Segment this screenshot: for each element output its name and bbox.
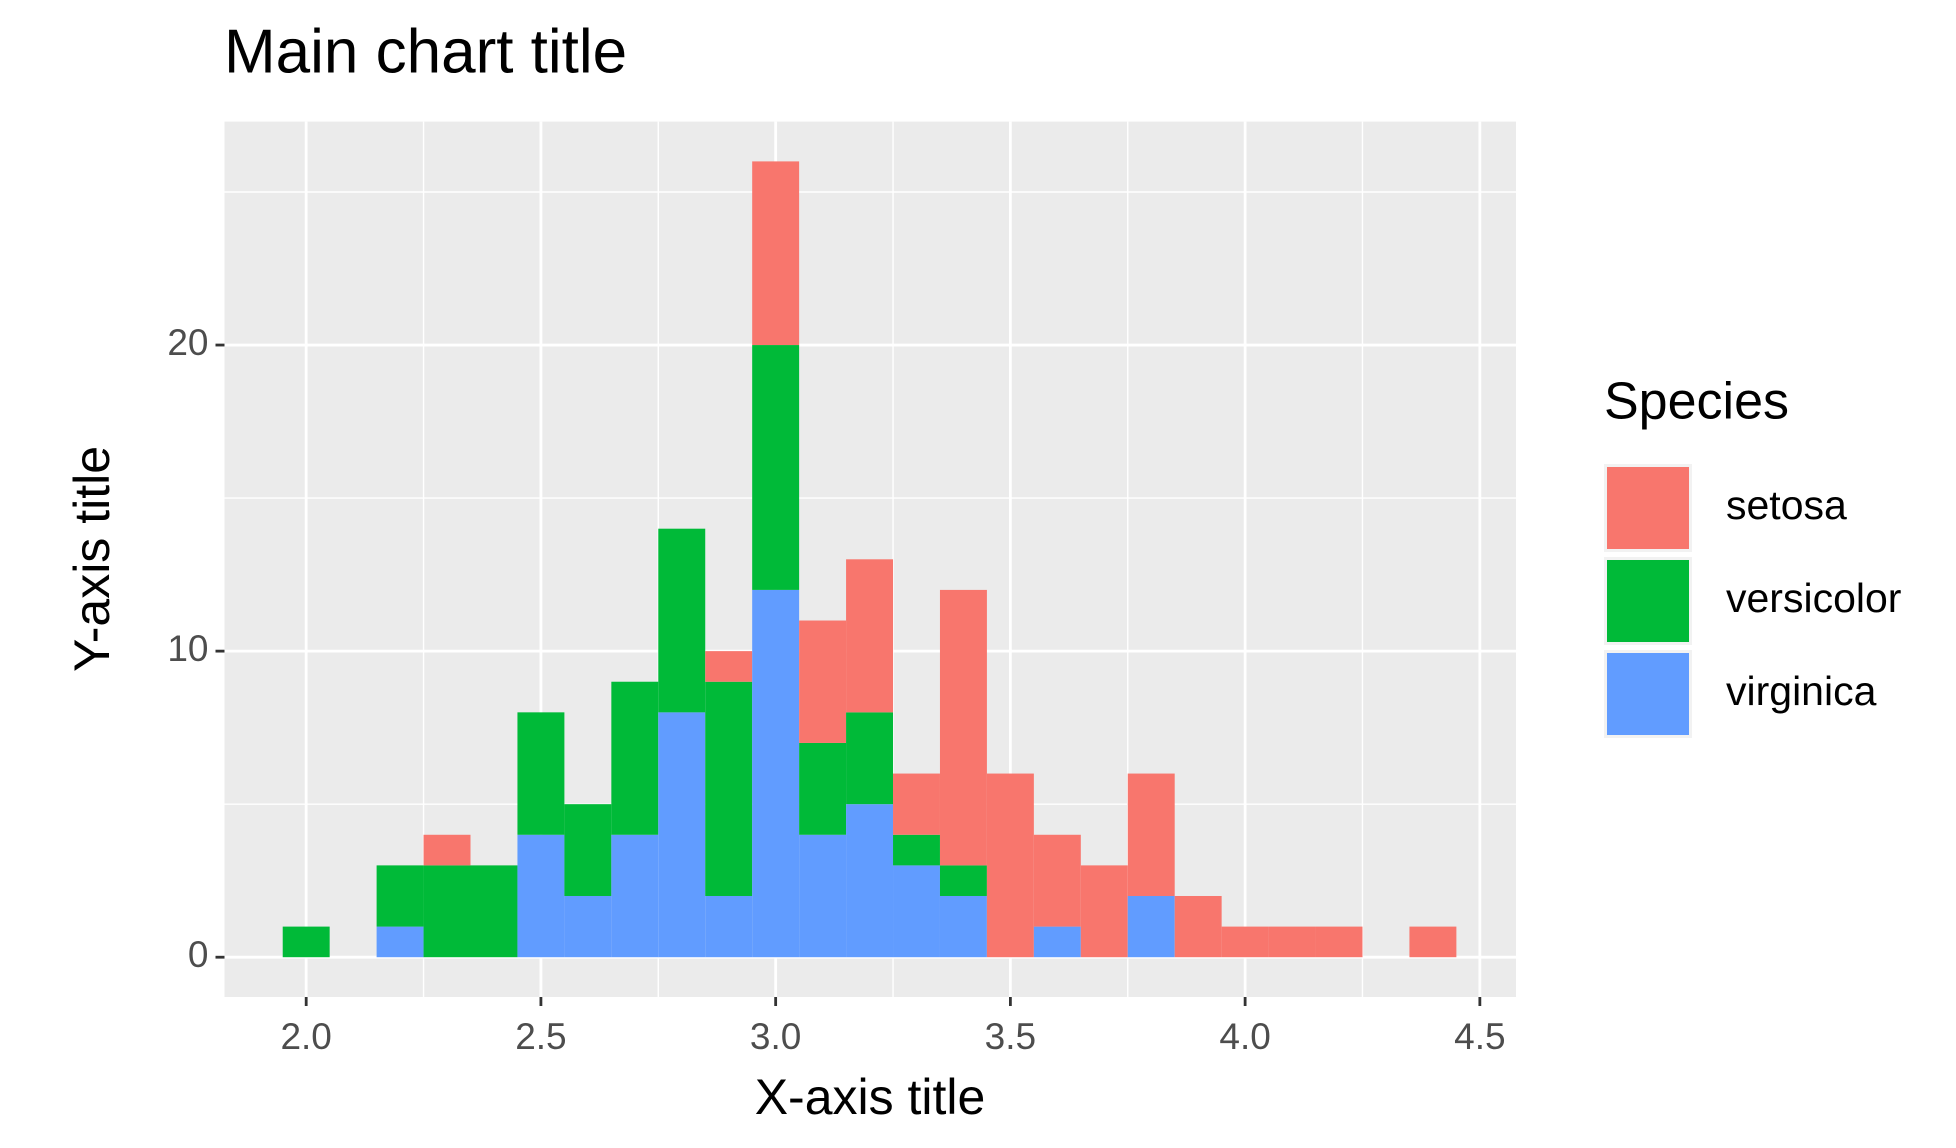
histogram-bar — [846, 712, 894, 805]
histogram-bar — [1221, 926, 1269, 958]
histogram-bar — [799, 834, 847, 958]
x-tick-label: 2.5 — [515, 1016, 566, 1057]
histogram-bar — [1127, 895, 1175, 958]
histogram-bar — [611, 834, 659, 958]
histogram-bar — [376, 865, 424, 927]
histogram-bar — [893, 834, 940, 866]
histogram-bar — [1268, 926, 1316, 958]
histogram-bar — [846, 804, 894, 958]
histogram-bar — [752, 589, 800, 958]
histogram-bar — [939, 895, 987, 958]
histogram-bar — [470, 865, 518, 958]
histogram-bar — [611, 681, 659, 835]
histogram-bar — [282, 926, 330, 958]
histogram-bar — [1174, 895, 1222, 958]
legend-label: setosa — [1726, 482, 1847, 528]
legend-title: Species — [1604, 373, 1789, 431]
legend-label: virginica — [1726, 668, 1877, 714]
x-tick-label: 3.0 — [750, 1016, 801, 1057]
histogram-bar — [564, 804, 612, 896]
y-tick-label: 10 — [167, 628, 208, 669]
histogram-bar — [423, 834, 471, 866]
histogram-bar — [423, 865, 471, 958]
histogram-bar — [752, 161, 800, 346]
legend-swatch — [1607, 560, 1689, 642]
histogram-bar — [893, 773, 940, 835]
legend-swatch — [1607, 653, 1689, 735]
histogram-bar — [658, 528, 706, 713]
histogram-bar — [1033, 926, 1081, 958]
histogram-bar — [752, 345, 800, 590]
x-tick-label: 3.5 — [985, 1016, 1036, 1057]
histogram-bar — [986, 773, 1034, 958]
histogram-bar — [564, 895, 612, 958]
y-tick-label: 0 — [188, 934, 209, 975]
x-tick-label: 4.5 — [1454, 1016, 1505, 1057]
histogram-bar — [1315, 926, 1363, 958]
histogram-bar — [517, 712, 565, 835]
histogram-bar — [939, 865, 987, 896]
histogram-bar — [1409, 926, 1457, 958]
histogram-bar — [658, 712, 706, 958]
legend-swatch — [1607, 467, 1689, 549]
histogram-bar — [1127, 773, 1175, 896]
histogram-bar — [799, 742, 847, 835]
x-tick-label: 2.0 — [280, 1016, 331, 1057]
x-axis-title: X-axis title — [755, 1069, 986, 1125]
y-tick-label: 20 — [167, 322, 208, 363]
histogram-bar — [705, 651, 753, 682]
histogram-bar — [799, 620, 847, 743]
histogram-bar — [1080, 865, 1128, 958]
histogram-bar — [517, 834, 565, 958]
x-tick-label: 4.0 — [1219, 1016, 1270, 1057]
histogram-bar — [1033, 834, 1081, 927]
histogram-bar — [939, 589, 987, 866]
histogram-bar — [846, 559, 894, 713]
histogram-bar — [893, 865, 940, 958]
chart-title: Main chart title — [224, 17, 627, 86]
legend-label: versicolor — [1726, 575, 1901, 621]
histogram-bar — [705, 895, 753, 958]
y-axis-title: Y-axis title — [64, 446, 120, 672]
histogram-bar — [705, 681, 753, 896]
histogram-bar — [376, 926, 424, 958]
